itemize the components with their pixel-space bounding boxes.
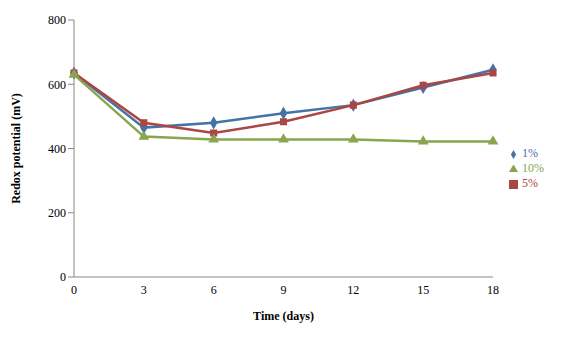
svg-text:600: 600 — [48, 78, 66, 92]
svg-text:200: 200 — [48, 206, 66, 220]
svg-text:12: 12 — [347, 283, 359, 297]
svg-text:3: 3 — [141, 283, 147, 297]
svg-text:400: 400 — [48, 142, 66, 156]
svg-text:0: 0 — [71, 283, 77, 297]
svg-text:Time (days): Time (days) — [253, 309, 314, 323]
html-text:1%: 1% — [522, 146, 538, 160]
svg-text:6: 6 — [211, 283, 217, 297]
html-text:10%: 10% — [522, 161, 544, 175]
svg-text:15: 15 — [417, 283, 429, 297]
svg-text:800: 800 — [48, 13, 66, 27]
svg-text:9: 9 — [281, 283, 287, 297]
svg-text:18: 18 — [487, 283, 499, 297]
svg-text:Redox potential (mV): Redox potential (mV) — [9, 93, 23, 204]
svg-text:0: 0 — [60, 270, 66, 284]
html-text:5%: 5% — [522, 176, 538, 190]
